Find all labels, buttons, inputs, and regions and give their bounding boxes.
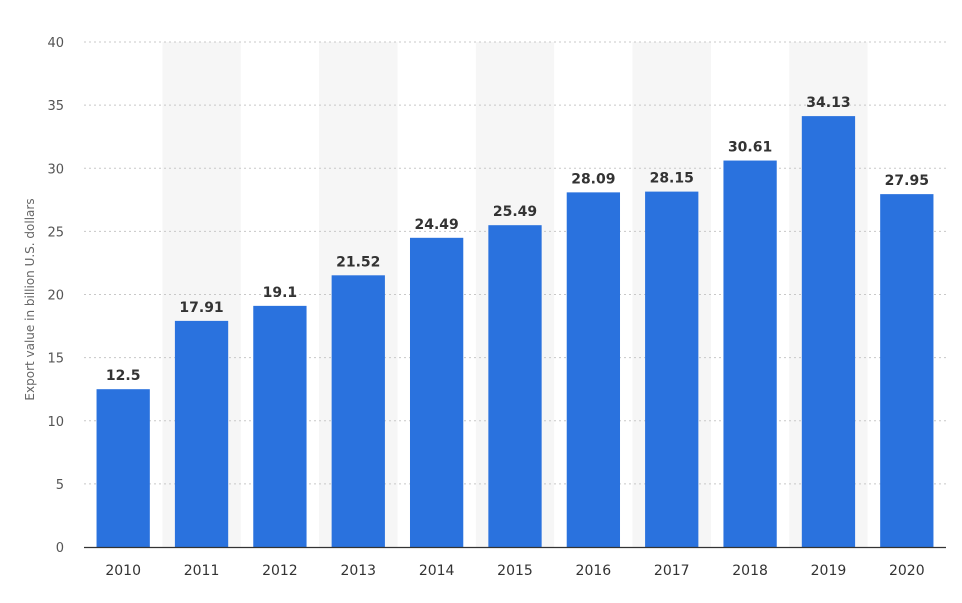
bars	[96, 116, 934, 547]
bar-2016[interactable]	[566, 192, 621, 547]
x-axis-ticks: 2010 2011 2012 2013 2014 2015 2016 2017 2018 2019…	[105, 563, 924, 579]
y-tick-label: 15	[47, 352, 64, 367]
y-axis-ticks: 0 5 10 15 20 25 30 35 40	[47, 36, 64, 556]
x-tick-label: 2012	[262, 563, 298, 579]
bar-2020[interactable]	[880, 194, 934, 547]
bar-2019[interactable]	[801, 116, 856, 547]
y-tick-label: 25	[47, 225, 64, 240]
data-label-2017: 28.15	[650, 171, 694, 187]
x-tick-label: 2010	[105, 563, 141, 579]
y-tick-label: 5	[56, 478, 64, 493]
y-tick-label: 0	[56, 541, 64, 556]
bar-2010[interactable]	[96, 389, 150, 547]
x-tick-label: 2018	[732, 563, 768, 579]
x-tick-label: 2020	[889, 563, 925, 579]
data-label-2020: 27.95	[885, 173, 929, 189]
data-label-2018: 30.61	[728, 140, 772, 156]
data-label-2012: 19.1	[263, 285, 298, 301]
data-label-2010: 12.5	[106, 368, 141, 384]
bar-2018[interactable]	[723, 160, 777, 547]
bar-2017[interactable]	[645, 191, 699, 547]
y-tick-label: 20	[47, 289, 64, 304]
bar-2012[interactable]	[253, 305, 307, 547]
data-label-2014: 24.49	[414, 217, 458, 233]
data-label-2019: 34.13	[806, 95, 850, 111]
bar-2014[interactable]	[409, 237, 464, 547]
bar-2011[interactable]	[174, 320, 229, 547]
bar-2013[interactable]	[331, 275, 385, 547]
x-tick-label: 2019	[811, 563, 847, 579]
x-tick-label: 2017	[654, 563, 690, 579]
x-tick-label: 2014	[419, 563, 455, 579]
y-axis-title: Export value in billion U.S. dollars	[23, 198, 37, 400]
x-tick-label: 2015	[497, 563, 533, 579]
y-tick-label: 10	[47, 415, 64, 430]
data-label-2015: 25.49	[493, 204, 537, 220]
data-label-2013: 21.52	[336, 254, 380, 270]
x-tick-label: 2011	[184, 563, 220, 579]
x-tick-label: 2016	[576, 563, 612, 579]
bar-2015[interactable]	[488, 225, 542, 547]
y-tick-label: 35	[47, 99, 64, 114]
data-label-2011: 17.91	[179, 300, 223, 316]
data-label-2016: 28.09	[571, 171, 615, 187]
y-tick-label: 40	[47, 36, 64, 51]
y-tick-label: 30	[47, 162, 64, 177]
data-labels: 12.5 17.91 19.1 21.52 24.49 25.49 28.09 28.15 30…	[106, 95, 929, 384]
x-tick-label: 2013	[340, 563, 376, 579]
